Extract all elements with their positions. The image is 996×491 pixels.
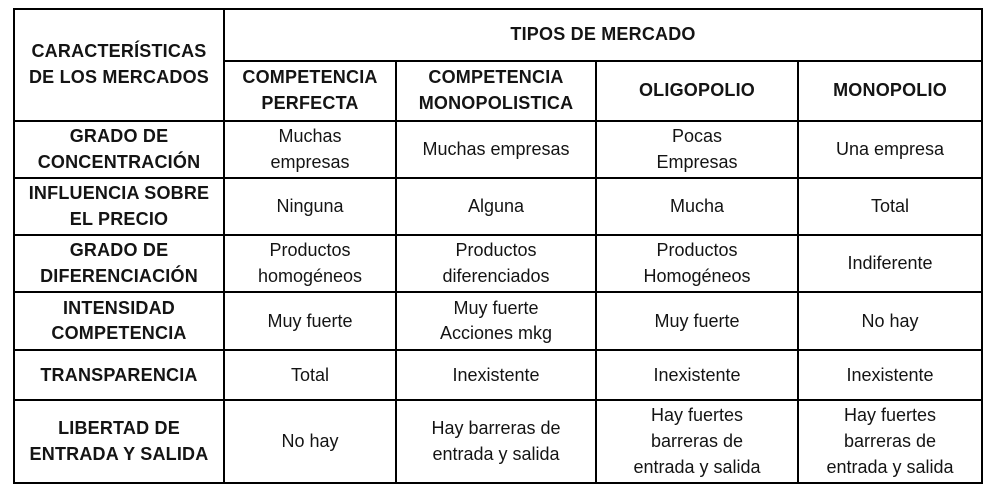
table-row: GRADO DE CONCENTRACIÓN Muchas empresas M… (13, 119, 984, 180)
table-row: INFLUENCIA SOBRE EL PRECIO Ninguna Algun… (13, 177, 984, 237)
row-label-cell: GRADO DE CONCENTRACIÓN (13, 119, 225, 180)
data-cell: Inexistente (595, 349, 799, 402)
data-cell: Ninguna (223, 177, 397, 237)
data-cell: Productos diferenciados (395, 234, 597, 294)
data-cell: Indiferente (796, 234, 984, 294)
data-cell: Hay fuertes barreras de entrada y salida (595, 399, 799, 485)
row-label-cell: GRADO DE DIFERENCIACIÓN (13, 234, 225, 294)
data-cell: No hay (796, 291, 984, 352)
column-header-oligopolio: OLIGOPOLIO (595, 60, 799, 122)
data-cell: Total (796, 177, 984, 237)
data-cell: Hay barreras de entrada y salida (395, 399, 597, 485)
data-cell: Alguna (395, 177, 597, 237)
data-cell: Una empresa (796, 119, 984, 180)
data-cell: Muy fuerte (223, 291, 397, 352)
group-header-cell: TIPOS DE MERCADO (222, 8, 984, 62)
data-cell: Mucha (595, 177, 799, 237)
table-row: LIBERTAD DE ENTRADA Y SALIDA No hay Hay … (13, 399, 984, 485)
data-cell: Productos Homogéneos (595, 234, 799, 294)
row-label-cell: INTENSIDAD COMPETENCIA (13, 291, 225, 352)
data-cell: Inexistente (796, 349, 984, 402)
market-types-table: CARACTERÍSTICAS DE LOS MERCADOS TIPOS DE… (13, 8, 984, 485)
table-row: INTENSIDAD COMPETENCIA Muy fuerte Muy fu… (13, 291, 984, 352)
data-cell: Inexistente (395, 349, 597, 402)
table-row: GRADO DE DIFERENCIACIÓN Productos homogé… (13, 234, 984, 294)
table-row: TRANSPARENCIA Total Inexistente Inexiste… (13, 349, 984, 402)
data-cell: Hay fuertes barreras de entrada y salida (796, 399, 984, 485)
data-cell: Total (223, 349, 397, 402)
data-cell: Muchas empresas (223, 119, 397, 180)
column-header-competencia-monopolistica: COMPETENCIA MONOPOLISTICA (395, 60, 597, 122)
data-cell: Pocas Empresas (595, 119, 799, 180)
row-label-cell: INFLUENCIA SOBRE EL PRECIO (13, 177, 225, 237)
data-cell: Productos homogéneos (223, 234, 397, 294)
data-cell: Muy fuerte (595, 291, 799, 352)
data-cell: Muchas empresas (395, 119, 597, 180)
corner-header-cell: CARACTERÍSTICAS DE LOS MERCADOS (13, 8, 225, 122)
table-row: COMPETENCIA PERFECTA COMPETENCIA MONOPOL… (14, 60, 984, 122)
table-row: CARACTERÍSTICAS DE LOS MERCADOS TIPOS DE… (13, 8, 984, 122)
column-header-competencia-perfecta: COMPETENCIA PERFECTA (223, 60, 397, 122)
data-cell: No hay (223, 399, 397, 485)
column-header-monopolio: MONOPOLIO (796, 60, 984, 122)
data-cell: Muy fuerte Acciones mkg (395, 291, 597, 352)
row-label-cell: LIBERTAD DE ENTRADA Y SALIDA (13, 399, 225, 485)
row-label-cell: TRANSPARENCIA (13, 349, 225, 402)
